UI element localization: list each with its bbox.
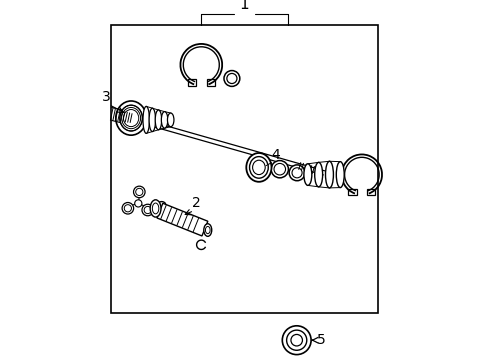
Ellipse shape	[325, 161, 333, 188]
Ellipse shape	[246, 153, 271, 182]
Text: 2: 2	[192, 195, 201, 210]
Circle shape	[133, 186, 145, 198]
Ellipse shape	[161, 112, 167, 128]
Circle shape	[282, 326, 310, 355]
Text: 3: 3	[102, 90, 110, 104]
Circle shape	[270, 161, 288, 178]
Circle shape	[224, 71, 239, 86]
Ellipse shape	[336, 162, 344, 188]
Ellipse shape	[142, 107, 149, 133]
Ellipse shape	[314, 162, 322, 187]
Ellipse shape	[155, 110, 162, 130]
Circle shape	[122, 203, 133, 214]
Text: 4: 4	[271, 148, 280, 162]
Ellipse shape	[149, 108, 155, 131]
Circle shape	[134, 200, 142, 207]
Polygon shape	[157, 203, 207, 236]
Ellipse shape	[303, 164, 311, 185]
Ellipse shape	[120, 105, 142, 131]
Circle shape	[142, 204, 153, 216]
Ellipse shape	[150, 200, 161, 217]
Ellipse shape	[167, 113, 174, 127]
Ellipse shape	[116, 101, 146, 135]
Ellipse shape	[203, 224, 211, 236]
Circle shape	[288, 165, 305, 181]
Circle shape	[286, 330, 306, 350]
Text: 1: 1	[239, 0, 249, 12]
Ellipse shape	[249, 157, 268, 178]
Text: 5: 5	[316, 333, 325, 347]
